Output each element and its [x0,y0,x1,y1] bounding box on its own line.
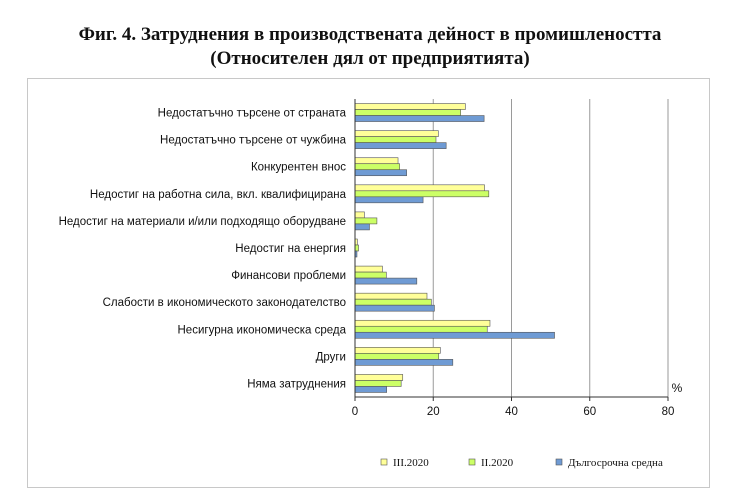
bar-4-3 [354,196,424,204]
bar-5-2 [354,217,378,225]
x-tick-label: 60 [583,406,596,418]
chart-frame [27,78,710,488]
bar-7-1 [354,265,383,273]
legend-swatch-3 [555,458,563,466]
legend-label-1: III.2020 [393,457,429,469]
bar-1-1 [354,103,466,110]
category-label: Недостиг на енергия [235,243,346,255]
category-label: Недостатъчно търсене от чужбина [160,135,347,147]
bar-2-2 [354,136,437,143]
bar-3-2 [354,163,400,171]
legend-label-2: II.2020 [481,457,514,469]
category-label: Недостиг на работна сила, вкл. квалифици… [90,189,347,201]
bar-3-1 [354,157,399,165]
bar-7-3 [354,277,418,285]
bar-4-1 [354,184,485,192]
bar-2-3 [354,142,447,149]
category-label: Други [316,351,346,363]
chart-title-line2: (Относителен дял от предприятията) [210,48,530,69]
bar-10-3 [354,359,454,366]
bar-5-3 [354,223,370,231]
category-label: Няма затруднения [247,378,346,390]
x-tick-label: 40 [505,406,518,418]
category-label: Недостиг на материали и/или подходящо об… [59,216,346,228]
unit-label: % [672,381,683,395]
bar-9-1 [354,319,491,327]
bar-1-3 [354,115,485,122]
category-label: Финансови проблеми [231,270,346,282]
chart-title-line1: Фиг. 4. Затруднения в производствената д… [78,24,662,45]
bar-10-1 [354,347,441,354]
bar-10-2 [354,353,440,360]
legend-label-3: Дългосрочна средна [568,457,663,469]
category-label: Несигурна икономическа среда [178,324,347,336]
legend-swatch-1 [380,458,388,466]
category-label: Конкурентен внос [251,162,346,174]
bar-8-1 [354,292,428,300]
bar-11-1 [354,374,404,381]
x-tick-label: 20 [427,406,440,418]
category-label: Недостатъчно търсене от страната [158,108,347,120]
bar-4-2 [354,190,490,198]
bar-9-2 [354,325,488,333]
bar-3-3 [354,169,407,177]
bar-9-3 [354,331,555,339]
bar-1-2 [354,109,461,116]
bar-11-3 [354,386,387,393]
category-label: Слабости в икономическото законодателств… [103,297,346,309]
bar-2-1 [354,130,439,137]
bar-6-2 [354,244,359,252]
x-tick-label: 80 [662,406,675,418]
x-tick-label: 0 [352,406,358,418]
legend-swatch-2 [468,458,476,466]
bar-8-2 [354,298,432,306]
bar-11-2 [354,380,402,387]
bar-7-2 [354,271,387,279]
bar-8-3 [354,304,435,312]
bar-5-1 [354,211,365,219]
